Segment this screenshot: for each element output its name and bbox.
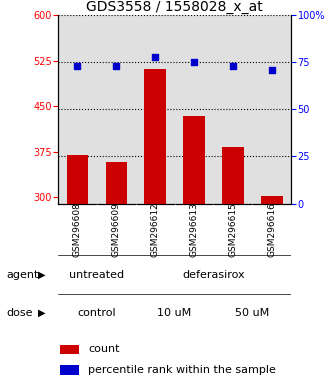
Bar (60, 344, 79, 354)
Point (230, 63, 236, 69)
Bar (106, 162, 127, 204)
Text: ▶: ▶ (38, 308, 45, 318)
Text: GSM296609: GSM296609 (112, 202, 121, 257)
Bar (60, 365, 79, 375)
Title: GDS3558 / 1558028_x_at: GDS3558 / 1558028_x_at (86, 0, 263, 14)
Text: dose: dose (7, 308, 33, 318)
Text: deferasirox: deferasirox (182, 270, 245, 280)
Text: count: count (88, 344, 120, 354)
Text: 50 uM: 50 uM (235, 308, 269, 318)
Text: percentile rank within the sample: percentile rank within the sample (88, 365, 276, 375)
Text: control: control (77, 308, 116, 318)
Text: GSM296608: GSM296608 (73, 202, 82, 257)
Bar (183, 116, 205, 204)
Text: ▶: ▶ (38, 270, 45, 280)
Point (269, 67, 274, 73)
Bar (144, 69, 166, 204)
Bar (67, 155, 88, 204)
Point (153, 54, 158, 60)
Text: GSM296613: GSM296613 (190, 202, 199, 257)
Point (75, 63, 80, 69)
Point (114, 63, 119, 69)
Bar (261, 196, 283, 204)
Text: 10 uM: 10 uM (158, 308, 192, 318)
Bar (222, 147, 244, 204)
Text: GSM296616: GSM296616 (267, 202, 276, 257)
Text: GSM296612: GSM296612 (151, 202, 160, 257)
Text: untreated: untreated (69, 270, 124, 280)
Text: agent: agent (7, 270, 39, 280)
Point (191, 59, 197, 65)
Text: GSM296615: GSM296615 (228, 202, 237, 257)
